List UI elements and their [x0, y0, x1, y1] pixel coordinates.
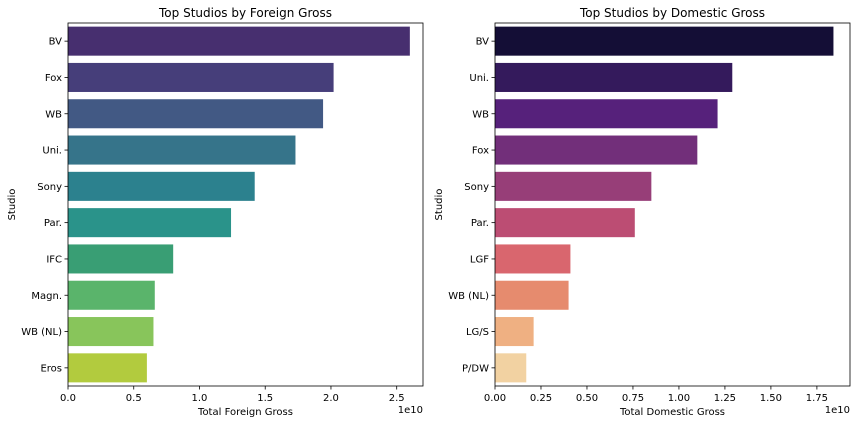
- chart-title: Top Studios by Foreign Gross: [158, 6, 332, 20]
- axes-frame: [494, 22, 851, 387]
- x-offset-text: 1e10: [825, 405, 850, 416]
- y-tick-label: Uni.: [469, 73, 489, 84]
- bar-Fox: [68, 62, 334, 92]
- y-tick-label: Sony: [464, 182, 489, 193]
- y-axis-label: Studio: [7, 189, 18, 221]
- y-tick-label: Magn.: [31, 291, 62, 302]
- bar-LGF: [495, 244, 571, 274]
- bar-BV: [495, 26, 834, 56]
- bar-BV: [68, 26, 410, 56]
- x-axis-label: Total Domestic Gross: [619, 407, 725, 418]
- x-tick-label: 0.5: [126, 393, 142, 404]
- y-tick-label: BV: [49, 37, 63, 48]
- x-offset-text: 1e10: [398, 405, 423, 416]
- y-tick-label: Sony: [37, 182, 62, 193]
- x-tick-label: 1.5: [257, 393, 273, 404]
- y-tick-label: WB (NL): [21, 327, 62, 338]
- chart-title: Top Studios by Domestic Gross: [579, 6, 765, 20]
- bar-Eros: [68, 353, 147, 383]
- y-tick-label: LG/S: [466, 327, 489, 338]
- bar-Sony: [495, 171, 652, 201]
- y-tick-label: WB (NL): [448, 291, 489, 302]
- y-tick-label: WB: [472, 109, 489, 120]
- x-tick-label: 1.0: [192, 393, 208, 404]
- bar-Uni.: [68, 135, 296, 165]
- bar-Par.: [495, 208, 635, 238]
- bar-WB: [68, 99, 324, 129]
- x-tick-label: 0.75: [622, 393, 644, 404]
- y-tick-label: P/DW: [462, 363, 489, 374]
- x-tick-label: 2.0: [323, 393, 339, 404]
- bar-P/DW: [495, 353, 527, 383]
- x-tick-label: 0.00: [484, 393, 506, 404]
- x-tick-label: 1.25: [714, 393, 736, 404]
- x-tick-label: 0.0: [60, 393, 76, 404]
- bar-Uni.: [495, 62, 733, 92]
- bar-WB: [495, 99, 718, 129]
- x-axis-label: Total Foreign Gross: [197, 407, 293, 418]
- bar-WB (NL): [68, 317, 154, 347]
- x-tick-label: 1.75: [806, 393, 828, 404]
- bar-LG/S: [495, 317, 534, 347]
- chart-panel-1: BV Fox WB Uni. Sony Par. IFC Magn. WB (NL) Eros 0.…: [7, 6, 424, 418]
- bar-Par.: [68, 208, 232, 238]
- bar-IFC: [68, 244, 174, 274]
- x-tick-label: 0.50: [576, 393, 598, 404]
- x-tick-label: 2.5: [389, 393, 405, 404]
- y-tick-label: Eros: [40, 363, 62, 374]
- x-tick-label: 1.50: [760, 393, 782, 404]
- y-tick-label: Fox: [472, 146, 489, 157]
- bar-Sony: [68, 171, 255, 201]
- axes-frame: [67, 22, 424, 387]
- y-tick-label: WB: [45, 109, 62, 120]
- y-tick-label: BV: [476, 37, 490, 48]
- x-tick-label: 1.00: [668, 393, 690, 404]
- bar-WB (NL): [495, 280, 569, 310]
- bar-Fox: [495, 135, 698, 165]
- bar-Magn.: [68, 280, 155, 310]
- y-tick-label: Par.: [471, 218, 489, 229]
- y-axis-label: Studio: [434, 189, 445, 221]
- y-tick-label: Fox: [45, 73, 62, 84]
- y-tick-label: IFC: [46, 254, 62, 265]
- chart-panel-2: BV Uni. WB Fox Sony Par. LGF WB (NL) LG/S P/DW 0.0…: [434, 6, 851, 418]
- x-tick-label: 0.25: [530, 393, 552, 404]
- y-tick-label: Par.: [44, 218, 62, 229]
- y-tick-label: Uni.: [42, 146, 62, 157]
- y-tick-label: LGF: [470, 254, 489, 265]
